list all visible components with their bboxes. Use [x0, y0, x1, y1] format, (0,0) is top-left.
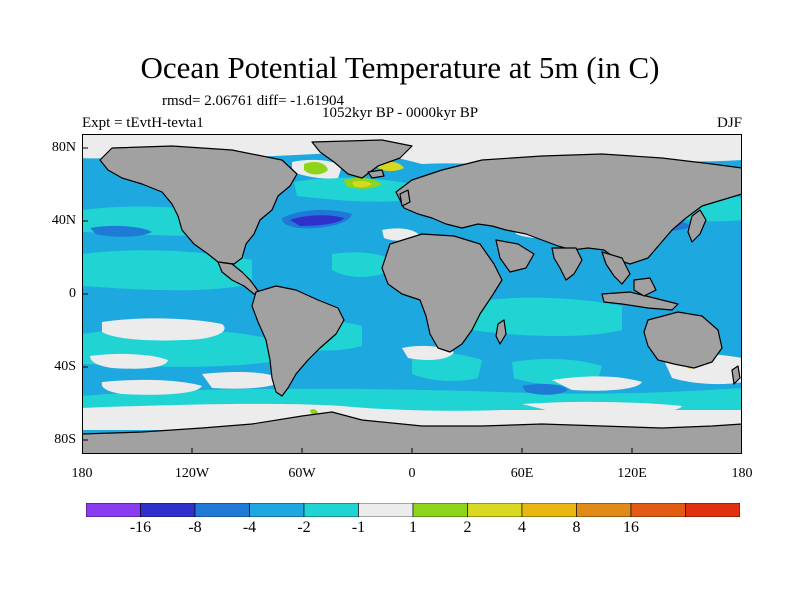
- colorbar-label: -1: [351, 519, 366, 536]
- southeast-asia: [601, 251, 631, 285]
- lat-label-0: 0: [69, 286, 76, 301]
- colorbar-label: 16: [623, 519, 639, 536]
- south-america: [251, 285, 345, 397]
- season-label: DJF: [716, 115, 742, 131]
- colorbar-swatch: [85, 502, 141, 518]
- indonesia: [601, 291, 679, 311]
- indian-subcontinent: [551, 247, 583, 281]
- lon-label-120e: 120E: [617, 466, 647, 481]
- colorbar-swatch: [412, 502, 468, 518]
- japan: [687, 209, 707, 243]
- africa: [381, 233, 503, 353]
- lon-label-180e: 180: [731, 466, 753, 481]
- madagascar: [495, 319, 507, 345]
- borneo: [633, 277, 657, 297]
- map-border: [82, 134, 742, 454]
- iceland: [367, 169, 385, 179]
- colorbar-swatch: [521, 502, 577, 518]
- rmsd-diff-stats: rmsd= 2.06761 diff= -1.61904: [162, 93, 345, 109]
- colorbar: [85, 502, 741, 518]
- british-isles: [399, 189, 411, 207]
- land-masses: [82, 139, 742, 454]
- colorbar-swatch: [467, 502, 523, 518]
- map-panel: [82, 134, 742, 454]
- north-america: [99, 145, 298, 265]
- plot-title: Ocean Potential Temperature at 5m (in C): [140, 50, 660, 85]
- lat-label-80s: 80S: [54, 432, 76, 447]
- new-zealand: [731, 365, 741, 385]
- time-period-label: 1052kyr BP - 0000kyr BP: [322, 105, 479, 121]
- colorbar-label: -2: [297, 519, 311, 536]
- colorbar-label: 1: [409, 519, 417, 536]
- experiment-label: Expt = tEvtH-tevta1: [82, 115, 204, 131]
- lon-label-60w: 60W: [288, 466, 316, 481]
- colorbar-label: 8: [572, 519, 581, 536]
- colorbar-swatch: [685, 502, 741, 518]
- colorbar-swatch: [358, 502, 414, 518]
- colorbar-swatch: [303, 502, 359, 518]
- colorbar-label: -4: [242, 519, 257, 536]
- colorbar-swatch: [249, 502, 305, 518]
- antarctica: [82, 411, 742, 454]
- colorbar-label: -8: [188, 519, 202, 536]
- colorbar-swatch: [576, 502, 632, 518]
- colorbar-label: -16: [129, 519, 152, 536]
- australia: [643, 311, 723, 369]
- colorbar-label: 4: [518, 519, 526, 536]
- arabian-peninsula: [495, 239, 535, 273]
- eurasia: [395, 153, 742, 265]
- colorbar-label: 2: [463, 519, 472, 536]
- colorbar-swatch: [630, 502, 686, 518]
- lat-label-40n: 40N: [51, 213, 76, 228]
- colorbar-swatch: [140, 502, 196, 518]
- lon-label-180w: 180: [71, 466, 93, 481]
- lon-label-60e: 60E: [510, 466, 534, 481]
- lon-label-0: 0: [408, 466, 416, 481]
- lat-label-80n: 80N: [51, 140, 76, 155]
- colorbar-swatch: [194, 502, 250, 518]
- lon-label-120w: 120W: [174, 466, 210, 481]
- lat-label-40s: 40S: [54, 359, 76, 374]
